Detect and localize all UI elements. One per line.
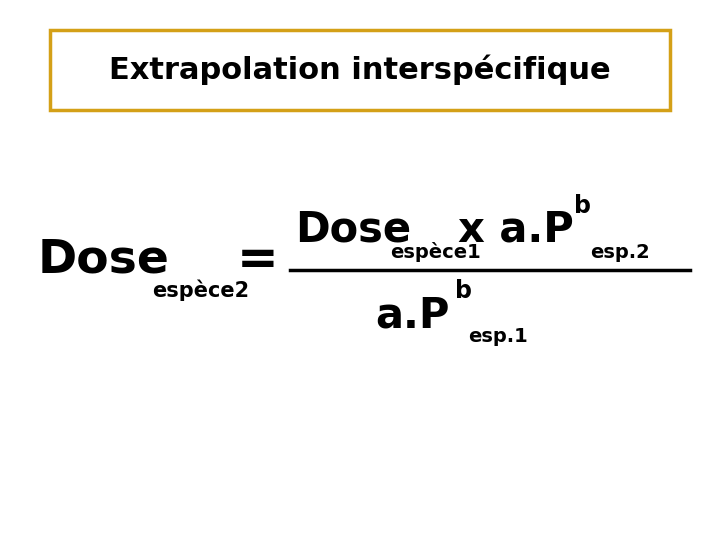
FancyBboxPatch shape — [50, 30, 670, 110]
Text: a.P: a.P — [375, 294, 449, 336]
Text: espèce1: espèce1 — [390, 242, 481, 262]
Text: esp.2: esp.2 — [590, 242, 649, 261]
Text: Extrapolation interspécifique: Extrapolation interspécifique — [109, 55, 611, 85]
Text: b: b — [574, 194, 591, 218]
Text: espèce2: espèce2 — [152, 279, 249, 301]
Text: x a.P: x a.P — [458, 209, 574, 251]
Text: b: b — [455, 279, 472, 303]
Text: Dose: Dose — [295, 209, 411, 251]
Text: esp.1: esp.1 — [468, 327, 528, 347]
Text: =: = — [237, 236, 279, 284]
Text: Dose: Dose — [38, 238, 170, 282]
